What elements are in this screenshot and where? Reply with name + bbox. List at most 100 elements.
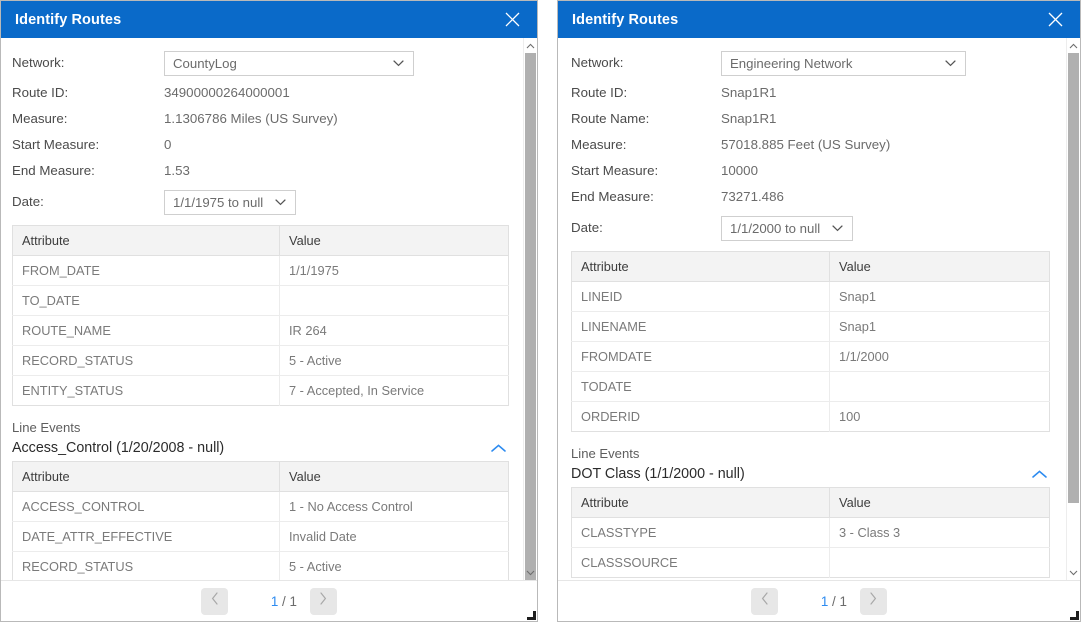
field-label: Measure:: [12, 110, 68, 126]
table-row[interactable]: DATE_ATTR_EFFECTIVE Invalid Date: [12, 521, 509, 552]
chevron-left-icon: [211, 592, 219, 610]
field-value: 1.1306786 Miles (US Survey): [164, 110, 338, 126]
network-row: Network: CountyLog: [12, 47, 509, 79]
next-page-button[interactable]: [859, 587, 887, 615]
close-icon[interactable]: [1042, 7, 1068, 33]
table-row[interactable]: CLASSSOURCE: [571, 547, 1050, 578]
field-value: Snap1R1: [721, 110, 777, 126]
cell-attribute: RECORD_STATUS: [12, 345, 280, 376]
table-row[interactable]: TODATE: [571, 371, 1050, 402]
previous-page-button[interactable]: [201, 587, 229, 615]
panel-title: Identify Routes: [15, 11, 122, 28]
column-header-attribute: Attribute: [571, 251, 830, 282]
field-row: Route ID: 34900000264000001: [12, 80, 509, 105]
scrollbar-thumb[interactable]: [1068, 53, 1079, 503]
line-event-header[interactable]: DOT Class (1/1/2000 - null): [571, 466, 1050, 482]
vertical-scrollbar[interactable]: [1066, 38, 1080, 580]
cell-attribute: CLASSSOURCE: [571, 547, 830, 578]
cell-value: [830, 548, 1050, 578]
field-value: 57018.885 Feet (US Survey): [721, 136, 891, 152]
panel-title: Identify Routes: [572, 11, 679, 28]
scrollbar-thumb[interactable]: [525, 53, 536, 580]
page-indicator: 1 / 1: [241, 579, 297, 622]
cell-attribute: ROUTE_NAME: [12, 315, 280, 346]
table-row[interactable]: RECORD_STATUS 5 - Active: [12, 551, 509, 580]
field-value: Snap1R1: [721, 84, 777, 100]
table-row[interactable]: LINEID Snap1: [571, 281, 1050, 312]
field-label: Measure:: [571, 136, 627, 152]
cell-attribute: DATE_ATTR_EFFECTIVE: [12, 521, 280, 552]
table-row[interactable]: TO_DATE: [12, 285, 509, 316]
chevron-up-icon[interactable]: [487, 443, 509, 454]
resize-grip[interactable]: [1067, 608, 1080, 621]
line-event-title: Access_Control (1/20/2008 - null): [12, 440, 225, 456]
date-select[interactable]: 1/1/2000 to null: [721, 215, 854, 241]
date-select-value: 1/1/1975 to null: [173, 194, 264, 210]
date-label: Date:: [571, 220, 603, 235]
date-select[interactable]: 1/1/1975 to null: [164, 189, 297, 215]
cell-value: 7 - Accepted, In Service: [289, 383, 425, 398]
network-select[interactable]: CountyLog: [164, 50, 414, 76]
cell-attribute: ACCESS_CONTROL: [12, 491, 280, 522]
field-row: Start Measure: 0: [12, 132, 509, 157]
date-row: Date: 1/1/2000 to null: [571, 212, 1050, 244]
route-attributes-table: Attribute Value LINEID Snap1 LINENAME Sn…: [571, 251, 1050, 432]
network-select-value: CountyLog: [173, 55, 237, 71]
route-attributes-table: Attribute Value FROM_DATE 1/1/1975 TO_DA…: [12, 225, 509, 406]
scroll-up-arrow-icon[interactable]: [1067, 39, 1080, 52]
table-row[interactable]: ENTITY_STATUS 7 - Accepted, In Service: [12, 375, 509, 406]
table-row[interactable]: ROUTE_NAME IR 264: [12, 315, 509, 346]
column-header-attribute: Attribute: [12, 225, 280, 256]
cell-value: 1 - No Access Control: [279, 491, 509, 522]
table-row[interactable]: CLASSTYPE 3 - Class 3: [571, 517, 1050, 548]
scroll-down-arrow-icon[interactable]: [524, 566, 537, 579]
cell-attribute: CLASSTYPE: [571, 517, 830, 548]
network-select-value: Engineering Network: [730, 55, 853, 71]
table-header-row: Attribute Value: [571, 487, 1050, 518]
pagination-bar: 1 / 1: [1, 580, 537, 621]
table-row[interactable]: ACCESS_CONTROL 1 - No Access Control: [12, 491, 509, 522]
close-icon[interactable]: [499, 7, 525, 33]
network-label: Network:: [12, 55, 65, 70]
field-value: 10000: [721, 162, 758, 178]
cell-value: [829, 371, 1050, 402]
network-row: Network: Engineering Network: [571, 47, 1050, 79]
previous-page-button[interactable]: [751, 587, 779, 615]
scroll-up-arrow-icon[interactable]: [524, 39, 537, 52]
table-row[interactable]: LINENAME Snap1: [571, 311, 1050, 342]
vertical-scrollbar[interactable]: [523, 38, 537, 580]
chevron-up-icon[interactable]: [1028, 469, 1050, 480]
chevron-down-icon: [943, 59, 957, 67]
line-event-header[interactable]: Access_Control (1/20/2008 - null): [12, 440, 509, 456]
network-select[interactable]: Engineering Network: [721, 50, 966, 76]
total-pages: 1: [839, 593, 847, 609]
total-pages: 1: [289, 593, 297, 609]
current-page: 1: [270, 593, 279, 609]
table-header-row: Attribute Value: [571, 251, 1050, 282]
cell-value: 3 - Class 3: [829, 517, 1050, 548]
current-page: 1: [820, 593, 829, 609]
field-label: Start Measure:: [12, 136, 100, 152]
table-row[interactable]: FROM_DATE 1/1/1975: [12, 255, 509, 286]
panel-titlebar: Identify Routes: [1, 1, 537, 38]
panel-titlebar: Identify Routes: [558, 1, 1080, 38]
cell-value: 1/1/2000: [829, 341, 1050, 372]
column-header-value: Value: [829, 487, 1050, 518]
cell-value: 5 - Active: [279, 345, 509, 376]
resize-grip[interactable]: [524, 608, 537, 621]
identify-routes-panel-right: Identify Routes Network: Engineering Net…: [557, 0, 1081, 622]
panel-content: Network: CountyLog Route ID: 34900000264…: [1, 38, 523, 580]
field-value: 73271.486: [721, 188, 784, 204]
pagination-bar: 1 / 1: [558, 580, 1080, 621]
field-value: 34900000264000001: [164, 84, 290, 100]
cell-attribute: FROM_DATE: [12, 255, 280, 286]
column-header-value: Value: [279, 225, 509, 256]
field-row: End Measure: 1.53: [12, 158, 509, 183]
table-row[interactable]: FROMDATE 1/1/2000: [571, 341, 1050, 372]
table-row[interactable]: ORDERID 100: [571, 401, 1050, 432]
table-row[interactable]: RECORD_STATUS 5 - Active: [12, 345, 509, 376]
next-page-button[interactable]: [309, 587, 337, 615]
field-value: 0: [164, 136, 172, 152]
cell-attribute: ENTITY_STATUS: [12, 375, 280, 406]
scroll-down-arrow-icon[interactable]: [1067, 566, 1080, 579]
